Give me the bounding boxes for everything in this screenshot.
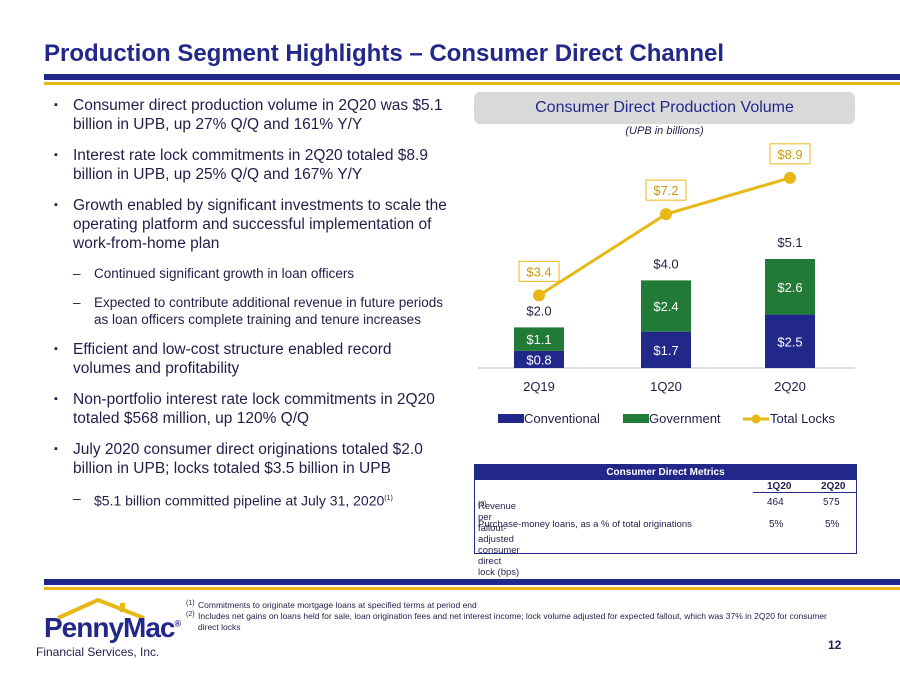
footnote: (1) Commitments to originate mortgage lo… — [186, 600, 846, 611]
table-row: Revenue per fallout-adjusted consumer di… — [478, 497, 840, 578]
legend-label-total-locks: Total Locks — [770, 411, 836, 426]
bullet-item: ▪ Efficient and low-cost structure enabl… — [54, 340, 449, 378]
data-label-government: $1.1 — [526, 332, 551, 347]
production-volume-chart: $0.8 $1.1 $2.0 2Q19 $1.7 $2.4 $4.0 1Q20 $2.5 $2.6… — [478, 143, 855, 426]
sub-bullet-item: – Expected to contribute additional reve… — [54, 294, 449, 328]
bar-government — [641, 280, 691, 332]
point-total-locks — [533, 289, 545, 302]
title-rule-blue — [44, 74, 900, 80]
chart-header: Consumer Direct Production Volume — [474, 92, 855, 124]
bullet-marker: ▪ — [54, 99, 58, 111]
data-label-government: $2.6 — [777, 280, 802, 295]
data-label-total: $2.0 — [526, 303, 551, 318]
table-column-headers: 1Q20 2Q20 — [753, 480, 856, 493]
point-total-locks — [660, 208, 672, 221]
bullet-marker: ▪ — [54, 443, 58, 455]
sub-bullet-text: $5.1 billion committed pipeline at July … — [94, 492, 385, 509]
bullet-text: Consumer direct production volume in 2Q2… — [73, 97, 443, 133]
legend-label-government: Government — [649, 411, 721, 426]
title-rule-gold — [44, 82, 900, 85]
bullet-item: ▪ July 2020 consumer direct originations… — [54, 440, 449, 478]
footnote-ref: (1) — [384, 495, 393, 502]
x-tick-label: 1Q20 — [650, 379, 682, 394]
bullet-list: ▪ Consumer direct production volume in 2… — [54, 96, 449, 522]
legend-marker-total-locks — [751, 414, 761, 424]
bullet-item: ▪ Non-portfolio interest rate lock commi… — [54, 390, 449, 428]
bullet-text: Non-portfolio interest rate lock commitm… — [73, 391, 435, 427]
data-label-total-locks: $3.4 — [526, 264, 551, 279]
bullet-text: Efficient and low-cost structure enabled… — [73, 341, 392, 377]
data-label-total-locks: $7.2 — [653, 183, 678, 198]
data-label-total: $4.0 — [653, 256, 678, 271]
bullet-marker: ▪ — [54, 393, 58, 405]
footer-rule-gold — [44, 587, 900, 590]
footnote-number: (2) — [186, 611, 195, 618]
bullet-marker: ▪ — [54, 199, 58, 211]
data-label-conventional: $1.7 — [653, 343, 678, 358]
bar-government — [514, 327, 564, 351]
data-label-government: $2.4 — [653, 299, 678, 314]
data-label-conventional: $2.5 — [777, 334, 802, 349]
bar-conventional — [514, 350, 564, 368]
point-total-locks — [784, 171, 796, 184]
house-roof-icon — [57, 598, 145, 620]
sub-bullet-marker: – — [73, 295, 81, 310]
metrics-table: Consumer Direct Metrics 1Q20 2Q20 Revenu… — [474, 464, 857, 578]
label-box-total-locks — [518, 260, 560, 282]
footer-rule-blue — [44, 579, 900, 585]
cell-2q20: 575 — [823, 497, 840, 508]
table-title: Consumer Direct Metrics — [475, 465, 856, 480]
sub-bullet-item: – Continued significant growth in loan o… — [54, 265, 449, 282]
bar-government — [765, 259, 815, 315]
bullet-text: July 2020 consumer direct originations t… — [73, 441, 423, 477]
label-box-total-locks — [769, 143, 811, 165]
footnote: (2) Includes net gains on loans held for… — [186, 611, 846, 633]
pennymac-logo: PennyMac® Financial Services, Inc. — [36, 598, 181, 664]
data-label-conventional: $0.8 — [526, 352, 551, 367]
x-tick-label: 2Q20 — [774, 379, 806, 394]
page-title: Production Segment Highlights – Consumer… — [44, 40, 725, 67]
data-label-total-locks: $8.9 — [777, 147, 802, 162]
logo-wordmark: PennyMac® — [44, 612, 181, 643]
bar-conventional — [641, 331, 691, 368]
bullet-item: ▪ Consumer direct production volume in 2… — [54, 96, 449, 134]
footnote-number: (1) — [186, 600, 195, 607]
label-box-total-locks — [645, 179, 687, 201]
sub-bullet-text: Expected to contribute additional revenu… — [94, 295, 443, 327]
sub-bullet-item: – $5.1 billion committed pipeline at Jul… — [54, 490, 449, 510]
cell-1q20: 464 — [767, 497, 784, 508]
legend-swatch-government — [623, 414, 649, 423]
chart-subtitle: (UPB in billions) — [625, 125, 704, 137]
bullet-marker: ▪ — [54, 343, 58, 355]
bullet-item: ▪ Growth enabled by significant investme… — [54, 196, 449, 253]
sub-bullet-marker: – — [73, 490, 81, 506]
data-label-total: $5.1 — [777, 235, 802, 250]
footnote-text: Includes net gains on loans held for sal… — [198, 611, 827, 632]
bullet-marker: ▪ — [54, 149, 58, 161]
bullet-item: ▪ Interest rate lock commitments in 2Q20… — [54, 146, 449, 184]
bar-conventional — [765, 314, 815, 368]
cell-1q20: 5% — [769, 519, 784, 530]
legend-swatch-conventional — [498, 414, 524, 423]
x-tick-label: 2Q19 — [523, 379, 555, 394]
column-header: 2Q20 — [821, 481, 846, 492]
row-label: Purchase-money loans, as a % of total or… — [478, 519, 692, 530]
sub-bullet-text: Continued significant growth in loan off… — [94, 266, 355, 281]
table-row: Purchase-money loans, as a % of total or… — [475, 515, 856, 537]
footnote-text: Commitments to originate mortgage loans … — [198, 600, 477, 610]
sub-bullet-marker: – — [73, 266, 81, 281]
legend-label-conventional: Conventional — [524, 411, 600, 426]
column-header: 1Q20 — [767, 481, 792, 492]
bullet-text: Interest rate lock commitments in 2Q20 t… — [73, 147, 428, 183]
bullet-text: Growth enabled by significant investment… — [73, 197, 447, 252]
footnotes: (1) Commitments to originate mortgage lo… — [186, 600, 846, 633]
page-number: 12 — [828, 638, 842, 652]
cell-2q20: 5% — [825, 519, 840, 530]
logo-subtitle: Financial Services, Inc. — [36, 645, 160, 659]
